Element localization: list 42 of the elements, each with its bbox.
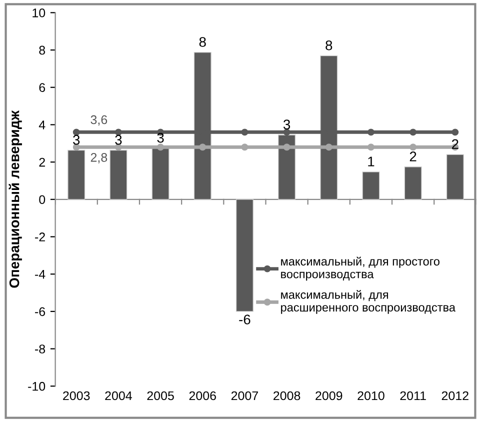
data-label: 1 [368,156,374,166]
data-label: 8 [199,37,206,47]
data-label: 3 [157,132,164,143]
data-label: 3,6 [90,115,108,126]
bar [68,150,86,200]
data-label: 2 [452,139,458,149]
y-tick-label: -6 [35,307,46,316]
data-label: 8 [326,40,332,50]
y-tick-label: 2 [39,158,45,167]
x-tick-label: 2012 [442,391,468,400]
bar [152,148,170,200]
data-label: 3 [283,120,290,130]
y-tick-label: -8 [35,344,46,354]
data-label: -6 [239,314,250,324]
bar [362,172,380,200]
x-tick-label: 2010 [358,391,384,400]
bar [446,154,464,200]
x-tick-label: 2011 [400,391,426,400]
y-tick-label: 10 [32,8,46,18]
data-label: 3 [115,134,122,145]
x-tick-label: 2008 [274,391,300,400]
y-tick-label: -2 [35,232,45,242]
x-tick-label: 2009 [316,391,342,400]
y-tick-label: 6 [39,83,46,92]
y-tick-label: -10 [28,382,46,391]
data-label: 2,8 [90,152,108,164]
bar [110,150,128,200]
bar [404,166,422,200]
y-axis-title: Операционный леверидж [8,110,22,288]
data-label: 2 [410,152,416,162]
y-tick-label: 4 [38,120,46,130]
y-tick-label: -4 [35,270,46,279]
x-tick-label: 2005 [147,391,174,400]
x-tick-label: 2004 [105,391,132,400]
legend-label: максимальный, для расширенного воспроизводства [281,290,456,314]
x-tick-label: 2003 [63,391,90,400]
x-tick-label: 2007 [231,391,258,400]
bar [236,199,254,312]
x-tick-label: 2006 [189,391,216,400]
data-label: 3 [73,134,80,145]
y-tick-label: 0 [39,195,46,204]
y-tick-label: 8 [39,46,46,55]
